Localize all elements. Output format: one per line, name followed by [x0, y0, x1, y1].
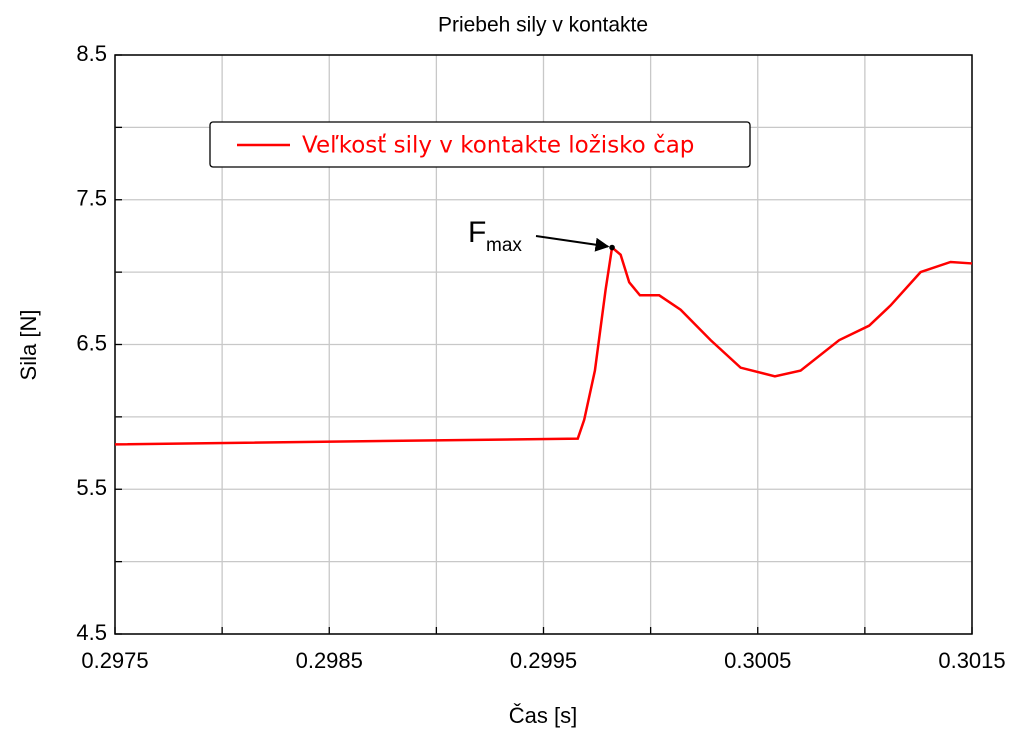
legend: Veľkosť sily v kontakte ložisko čap — [209, 121, 751, 168]
annotation-point — [609, 244, 615, 251]
annotation-arrow — [535, 235, 610, 252]
y-tick-label: 7.5 — [76, 186, 107, 211]
annotation-label: F — [468, 216, 486, 249]
y-axis-label: Sila [N] — [16, 310, 41, 381]
data-line — [114, 245, 973, 446]
legend-label: Veľkosť sily v kontakte ložisko čap — [302, 133, 694, 159]
x-tick-label: 0.2995 — [510, 648, 577, 673]
x-axis-label: Čas [s] — [509, 703, 577, 728]
y-tick-label: 4.5 — [76, 620, 107, 645]
chart-title: Priebeh sily v kontakte — [438, 14, 648, 37]
x-tick-label: 0.2985 — [296, 648, 363, 673]
x-tick-label: 0.2975 — [81, 648, 148, 673]
plot-frame — [114, 54, 973, 635]
y-tick-label: 6.5 — [76, 330, 107, 355]
y-tick-label: 8.5 — [76, 41, 107, 66]
legend-box — [209, 121, 751, 168]
x-tick-label: 0.3015 — [938, 648, 1005, 673]
annotation-subscript: max — [486, 235, 522, 256]
x-tick-label: 0.3005 — [724, 648, 791, 673]
y-tick-label: 5.5 — [76, 475, 107, 500]
